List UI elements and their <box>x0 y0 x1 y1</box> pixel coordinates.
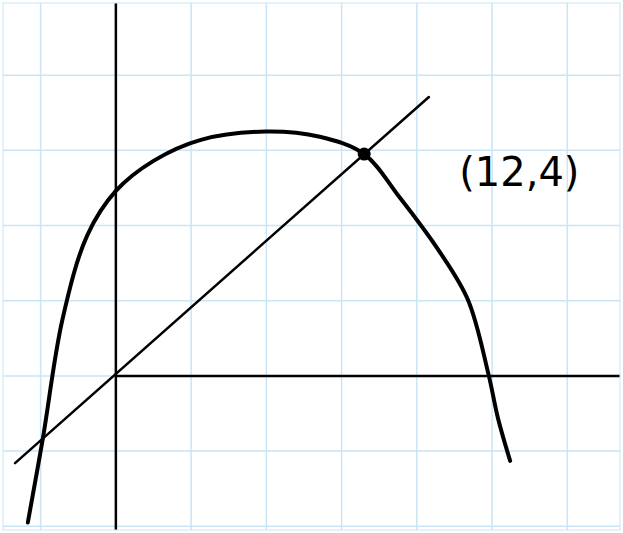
axis-domain <box>116 4 117 531</box>
axis-domain <box>4 376 621 377</box>
grid <box>3 3 620 530</box>
grid-line <box>3 375 620 377</box>
annotation: (12,4) <box>459 149 579 195</box>
chart: (12,4) <box>0 0 623 533</box>
plot: (12,4) <box>3 3 621 531</box>
plot-frame <box>3 3 620 530</box>
grid-line <box>115 3 117 530</box>
x-axis <box>4 375 621 377</box>
grid-line <box>3 300 620 302</box>
marks <box>15 97 510 523</box>
grid-line <box>3 74 620 76</box>
point <box>358 148 371 161</box>
grid-line <box>3 525 620 527</box>
curve <box>28 132 510 523</box>
grid-line <box>3 450 620 452</box>
grid-line <box>3 225 620 227</box>
x-axis-line <box>116 375 620 378</box>
curve <box>15 97 429 463</box>
y-axis-line <box>115 3 118 530</box>
y-axis <box>115 4 117 531</box>
